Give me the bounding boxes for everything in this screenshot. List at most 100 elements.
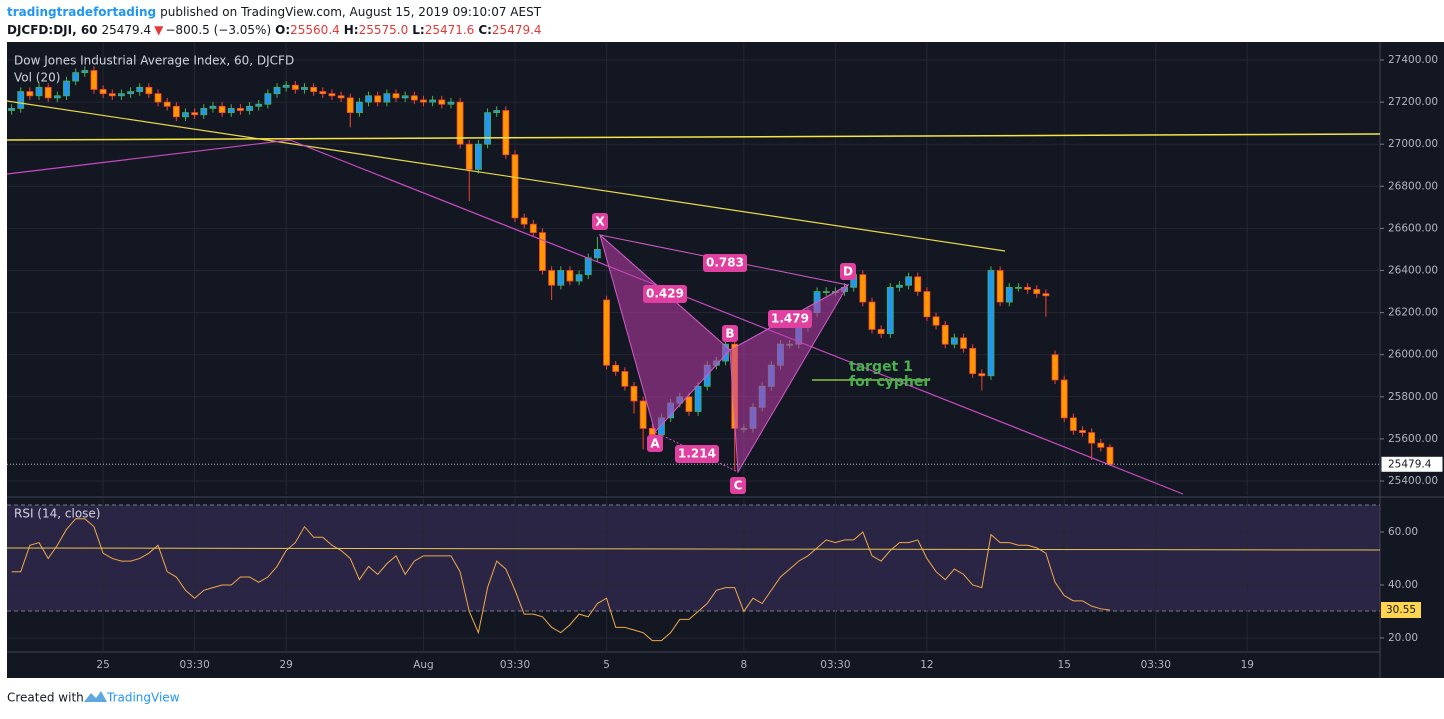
candle-body — [1060, 379, 1068, 419]
candle-body — [246, 105, 253, 111]
label-box — [840, 263, 856, 280]
candle-body — [557, 270, 565, 286]
candle-body — [356, 101, 363, 114]
candle-body — [960, 337, 967, 349]
target-label: target 1 — [849, 359, 913, 375]
pattern-labels: X A B C D 0.783 0.429 1.479 1.214 target… — [592, 213, 930, 494]
point-label: A — [650, 437, 660, 451]
footer-text: Created with — [7, 691, 84, 705]
footer-brand[interactable]: TradingView — [106, 691, 180, 705]
candle-body — [1097, 442, 1105, 448]
ratio-box — [703, 254, 747, 272]
x-tick-label: 5 — [603, 659, 610, 671]
candle-body — [575, 274, 583, 282]
y-tick-label: 26000.00 — [1388, 349, 1438, 361]
candle-body — [182, 112, 189, 118]
candle-body — [328, 93, 336, 97]
candle-body — [511, 154, 519, 219]
label-box — [592, 213, 608, 230]
target-label: for cypher — [849, 374, 930, 390]
candle-body — [1042, 293, 1050, 297]
candle-body — [374, 95, 382, 103]
rsi-tag-label: 30.55 — [1386, 604, 1416, 616]
candle-body — [1024, 286, 1031, 290]
candle-body — [301, 86, 308, 90]
pattern-xb — [599, 234, 731, 351]
candle-body — [136, 86, 144, 92]
close: 25479.4 — [492, 23, 542, 37]
candle-body — [886, 286, 894, 335]
rsi-band — [7, 505, 1380, 611]
candle-body — [603, 299, 610, 366]
candle-body — [237, 108, 244, 111]
pattern-ac — [654, 431, 739, 473]
candle-body — [383, 93, 391, 103]
change: −800.5 (−3.05%) — [165, 23, 271, 37]
candle-body — [529, 223, 537, 234]
candle-body — [950, 337, 958, 345]
last-price-label: 25479.4 — [1388, 458, 1432, 470]
candle-body — [172, 105, 180, 118]
published: published on TradingView.com, August 15,… — [160, 5, 542, 19]
header-quote: DJCFD:DJI, 60 25479.4 ▼ −800.5 (−3.05%) O:25… — [7, 23, 542, 37]
ratio-label: 1.214 — [678, 447, 716, 461]
candle-body — [969, 347, 977, 375]
o-label: O: — [275, 23, 290, 37]
candle-body — [200, 108, 208, 116]
candle-body — [630, 385, 638, 402]
candle-body — [26, 91, 34, 97]
candle-body — [438, 99, 446, 105]
candle-body — [35, 86, 43, 97]
candle-body — [877, 329, 885, 335]
logo — [84, 691, 107, 702]
y-tick-label: 25800.00 — [1388, 391, 1438, 403]
volume-label: Vol (20) — [14, 71, 60, 85]
horizontal-line — [6, 133, 1381, 141]
y-tick-label: 27200.00 — [1388, 96, 1438, 108]
ratio-label: 0.783 — [706, 256, 744, 270]
y-tick-label: 25600.00 — [1388, 433, 1438, 445]
candle-body — [410, 95, 418, 101]
x-tick-label: 19 — [1241, 659, 1254, 671]
candle-body — [1015, 286, 1022, 289]
candle-body — [914, 276, 922, 292]
candle-body — [612, 364, 620, 372]
candle-body — [520, 217, 528, 225]
candle-body — [227, 108, 235, 114]
candle-body — [337, 95, 345, 99]
candle-body — [44, 86, 52, 99]
chart-title: Dow Jones Industrial Average Index, 60, … — [14, 54, 294, 68]
candle-body — [474, 143, 482, 170]
candle-body — [822, 291, 830, 293]
candle-body — [859, 274, 867, 303]
candle-body — [255, 103, 263, 107]
candle-body — [584, 257, 592, 276]
candle-body — [8, 108, 15, 111]
candle-body — [273, 86, 281, 95]
ratio-label: 0.429 — [646, 287, 684, 301]
rsi-title: RSI (14, close) — [14, 507, 100, 521]
symbol: DJCFD:DJI, 60 — [7, 23, 98, 37]
candle-body — [868, 301, 876, 330]
candle-body — [1079, 430, 1086, 433]
c-label: C: — [478, 23, 492, 37]
candle-body — [493, 110, 501, 114]
trend-line — [289, 139, 1184, 495]
candle-body — [566, 270, 574, 282]
candle-body — [191, 112, 199, 116]
candle-body — [987, 270, 995, 377]
candle-body — [905, 276, 913, 286]
x-tick-label: 8 — [740, 659, 747, 671]
candle-body — [996, 270, 1004, 303]
candle-body — [447, 101, 455, 105]
y-tick-label: 26800.00 — [1388, 180, 1438, 192]
candle-body — [502, 110, 510, 156]
candle-body — [941, 324, 949, 345]
y-tick-label: 26600.00 — [1388, 222, 1438, 234]
x-tick-label: 25 — [96, 659, 109, 671]
candle-body — [456, 101, 464, 145]
author: tradingtradefortading — [7, 5, 156, 19]
candle-body — [484, 112, 491, 145]
candle-body — [548, 270, 556, 286]
